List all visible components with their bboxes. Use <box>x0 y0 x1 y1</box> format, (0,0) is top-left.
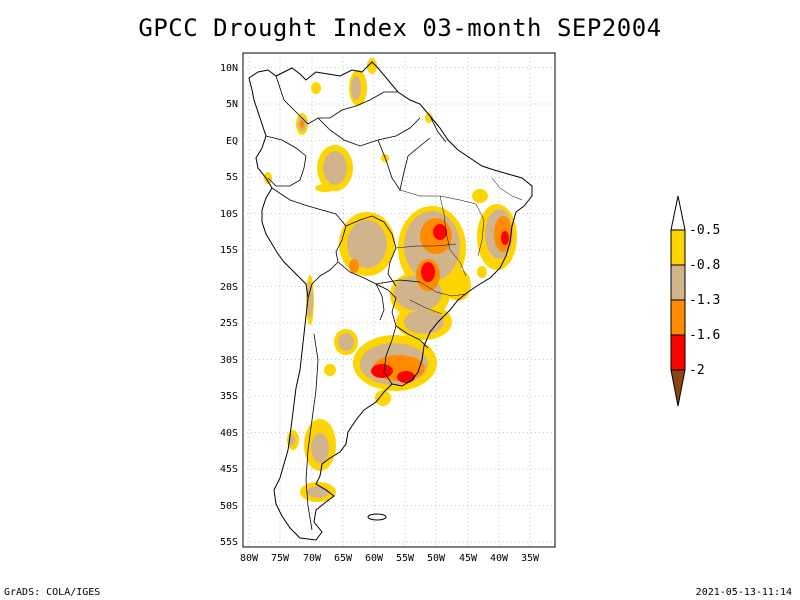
lon-label-65w: 65W <box>334 553 353 564</box>
lat-label-10n: 10N <box>220 63 238 74</box>
lon-label-70w: 70W <box>303 553 322 564</box>
legend-label-1: -0.5 <box>689 223 720 238</box>
legend-label-5: -2 <box>689 363 705 378</box>
lat-label-45s: 45S <box>220 464 238 475</box>
lat-label-50s: 50S <box>220 501 238 512</box>
legend-label-2: -0.8 <box>689 258 720 273</box>
footer-credit: GrADS: COLA/IGES <box>4 587 101 598</box>
lat-label-30s: 30S <box>220 355 238 366</box>
longitude-labels: 80W 75W 70W 65W 60W 55W 50W 45W 40W 35W <box>240 553 540 564</box>
legend-swatch-orange <box>670 299 686 336</box>
map-title: GPCC Drought Index 03-month SEP2004 <box>138 14 662 42</box>
lon-label-45w: 45W <box>459 553 478 564</box>
lat-label-15s: 15S <box>220 245 238 256</box>
legend-label-3: -1.3 <box>689 293 720 308</box>
lat-label-5s: 5S <box>226 172 238 183</box>
lat-label-40s: 40S <box>220 428 238 439</box>
lon-label-40w: 40W <box>490 553 509 564</box>
lat-label-25s: 25S <box>220 318 238 329</box>
falkland-islands <box>367 513 387 521</box>
color-legend: -0.5 -0.8 -1.3 -1.6 -2 <box>670 195 720 407</box>
lon-label-35w: 35W <box>521 553 540 564</box>
lat-label-10s: 10S <box>220 209 238 220</box>
legend-swatch-tan <box>670 264 686 301</box>
lon-label-50w: 50W <box>427 553 446 564</box>
continent-outline <box>248 61 533 541</box>
latitude-labels: 10N 5N EQ 5S 10S 15S 20S 25S 30S 35S 40S… <box>220 63 238 548</box>
lon-label-75w: 75W <box>271 553 290 564</box>
lon-label-55w: 55W <box>396 553 415 564</box>
state-borders <box>395 177 523 315</box>
lat-label-eq: EQ <box>226 136 238 147</box>
country-borders <box>265 75 447 531</box>
lon-label-60w: 60W <box>365 553 384 564</box>
footer-timestamp: 2021-05-13-11:14 <box>695 587 792 598</box>
drought-shading-red <box>371 224 509 383</box>
lon-label-80w: 80W <box>240 553 259 564</box>
lat-label-55s: 55S <box>220 537 238 548</box>
legend-swatch-yellow <box>670 229 686 266</box>
legend-swatch-red <box>670 334 686 371</box>
lat-label-35s: 35S <box>220 391 238 402</box>
legend-arrow-top <box>670 195 686 231</box>
lat-label-20s: 20S <box>220 282 238 293</box>
lat-label-5n: 5N <box>226 99 238 110</box>
legend-arrow-bottom <box>670 369 686 407</box>
legend-label-4: -1.6 <box>689 328 720 343</box>
